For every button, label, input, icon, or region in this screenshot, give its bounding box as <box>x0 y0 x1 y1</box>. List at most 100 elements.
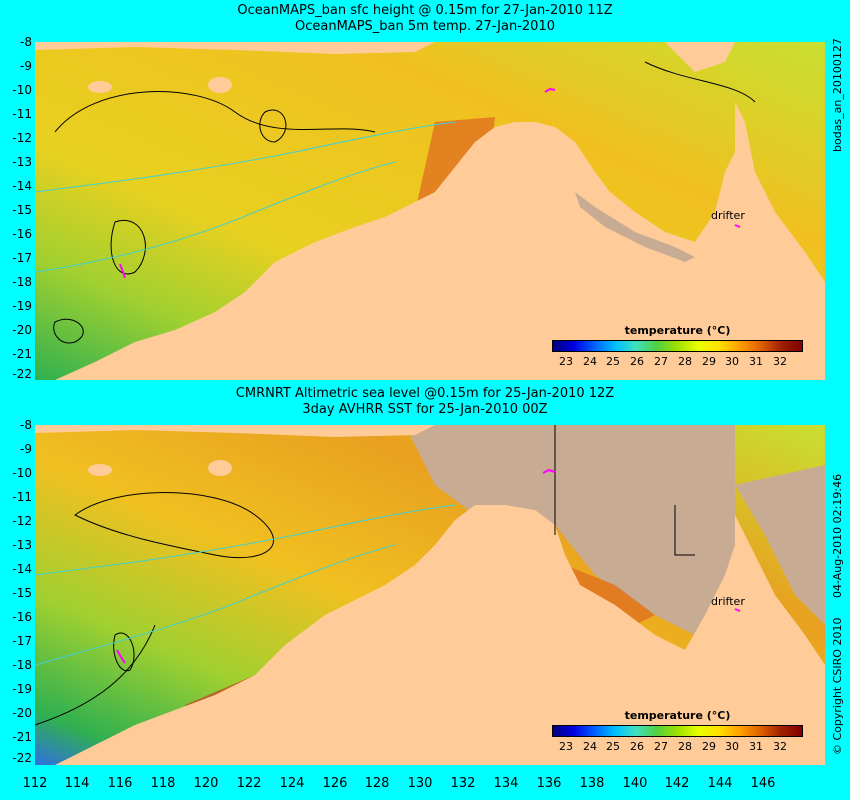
bottom-map <box>35 425 825 765</box>
lon-label: 128 <box>364 776 390 791</box>
drifter-track <box>542 468 556 474</box>
drifter-track <box>119 263 126 279</box>
land-australia <box>55 82 825 380</box>
lon-label: 126 <box>322 776 348 791</box>
lat-label: -8 <box>20 418 32 432</box>
legend-tick: 29 <box>702 740 716 753</box>
legend-tick: 26 <box>630 355 644 368</box>
land-island <box>208 460 232 476</box>
sea-level-contour <box>35 624 156 726</box>
bathymetry-contour <box>35 121 456 193</box>
drifter-track <box>544 87 556 93</box>
land-australia <box>55 505 825 765</box>
land-island <box>665 42 735 72</box>
legend-tick: 29 <box>702 355 716 368</box>
legend-tick: 25 <box>606 740 620 753</box>
lon-label: 124 <box>279 776 305 791</box>
legend-colorbar <box>552 340 803 352</box>
lat-label: -11 <box>12 490 32 504</box>
lat-label: -20 <box>12 706 32 720</box>
sea-level-contour <box>74 492 275 559</box>
sea-level-contour <box>110 219 146 275</box>
legend-tick: 32 <box>773 355 787 368</box>
legend-tick: 30 <box>725 740 739 753</box>
lat-label: -16 <box>12 610 32 624</box>
legend-tick: 27 <box>654 740 668 753</box>
no-data-area <box>405 425 735 635</box>
lon-label: 118 <box>150 776 176 791</box>
lat-label: -14 <box>12 562 32 576</box>
bathymetry-contour <box>35 504 456 576</box>
sea-level-contour <box>54 91 376 133</box>
lat-label: -9 <box>20 442 32 456</box>
sea-level-contour <box>644 61 756 103</box>
top-side-label: bodas_an_20100127 <box>831 38 844 152</box>
bottom-title-line1: CMRNRT Altimetric sea level @0.15m for 2… <box>235 386 615 401</box>
warm-water-patch <box>565 565 655 625</box>
bottom-map-panel: drifter temperature (°C) 23 24 25 26 27 … <box>35 425 825 765</box>
lat-label: -21 <box>12 347 32 361</box>
lat-label: -22 <box>12 367 32 381</box>
lat-label: -18 <box>12 275 32 289</box>
bathymetry-contour <box>35 544 396 666</box>
lat-label: -11 <box>12 107 32 121</box>
sea-level-contour <box>113 632 135 672</box>
lat-label: -15 <box>12 586 32 600</box>
no-data-area <box>735 465 825 625</box>
legend-tick: 25 <box>606 355 620 368</box>
legend-tick: 24 <box>583 355 597 368</box>
lat-label: -10 <box>12 83 32 97</box>
lon-label: 116 <box>107 776 133 791</box>
lat-label: -17 <box>12 634 32 648</box>
legend-title: temperature (°C) <box>624 709 731 722</box>
lon-label: 114 <box>64 776 90 791</box>
bottom-side-date: 04-Aug-2010 02:19:46 <box>831 473 844 598</box>
lon-label: 132 <box>450 776 476 791</box>
land-north-islands <box>35 425 435 437</box>
land-island <box>208 77 232 93</box>
land-island <box>88 464 112 476</box>
lat-label: -20 <box>12 323 32 337</box>
top-title-line2: OceanMAPS_ban 5m temp. 27-Jan-2010 <box>295 19 555 34</box>
drifter-label: drifter <box>711 209 745 222</box>
sea-level-contour <box>259 109 287 143</box>
legend-colorbar <box>552 725 803 737</box>
top-title-line1: OceanMAPS_ban sfc height @ 0.15m for 27-… <box>237 3 613 18</box>
lat-label: -15 <box>12 203 32 217</box>
legend-tick: 31 <box>749 740 763 753</box>
lat-label: -22 <box>12 751 32 765</box>
no-data-area <box>575 192 695 262</box>
legend-tick: 23 <box>559 740 573 753</box>
bathymetry-contour <box>35 161 396 273</box>
legend-tick: 24 <box>583 740 597 753</box>
legend-tick: 28 <box>678 740 692 753</box>
lat-label: -21 <box>12 730 32 744</box>
legend-title: temperature (°C) <box>624 324 731 337</box>
lon-label: 120 <box>193 776 219 791</box>
legend-tick: 27 <box>654 355 668 368</box>
lat-label: -17 <box>12 251 32 265</box>
bottom-title-line2: 3day AVHRR SST for 25-Jan-2010 00Z <box>302 402 548 417</box>
drifter-label: drifter <box>711 595 745 608</box>
lon-label: 140 <box>622 776 648 791</box>
lon-label: 144 <box>707 776 733 791</box>
sea-level-contour <box>554 425 695 556</box>
land-north-islands <box>35 42 435 54</box>
lat-label: -13 <box>12 538 32 552</box>
lon-label: 122 <box>236 776 262 791</box>
lat-label: -18 <box>12 658 32 672</box>
sea-level-contour <box>53 318 84 344</box>
legend-tick: 26 <box>630 740 644 753</box>
bottom-side-copyright: © Copyright CSIRO 2010 <box>831 617 844 755</box>
lat-label: -19 <box>12 299 32 313</box>
legend-tick: 30 <box>725 355 739 368</box>
lat-label: -9 <box>20 59 32 73</box>
top-map <box>35 42 825 380</box>
drifter-track <box>734 224 741 228</box>
warm-water-patch <box>415 117 495 212</box>
lon-label: 138 <box>579 776 605 791</box>
legend-tick: 32 <box>773 740 787 753</box>
legend-tick: 28 <box>678 355 692 368</box>
lat-label: -8 <box>20 35 32 49</box>
lon-label: 112 <box>22 776 48 791</box>
